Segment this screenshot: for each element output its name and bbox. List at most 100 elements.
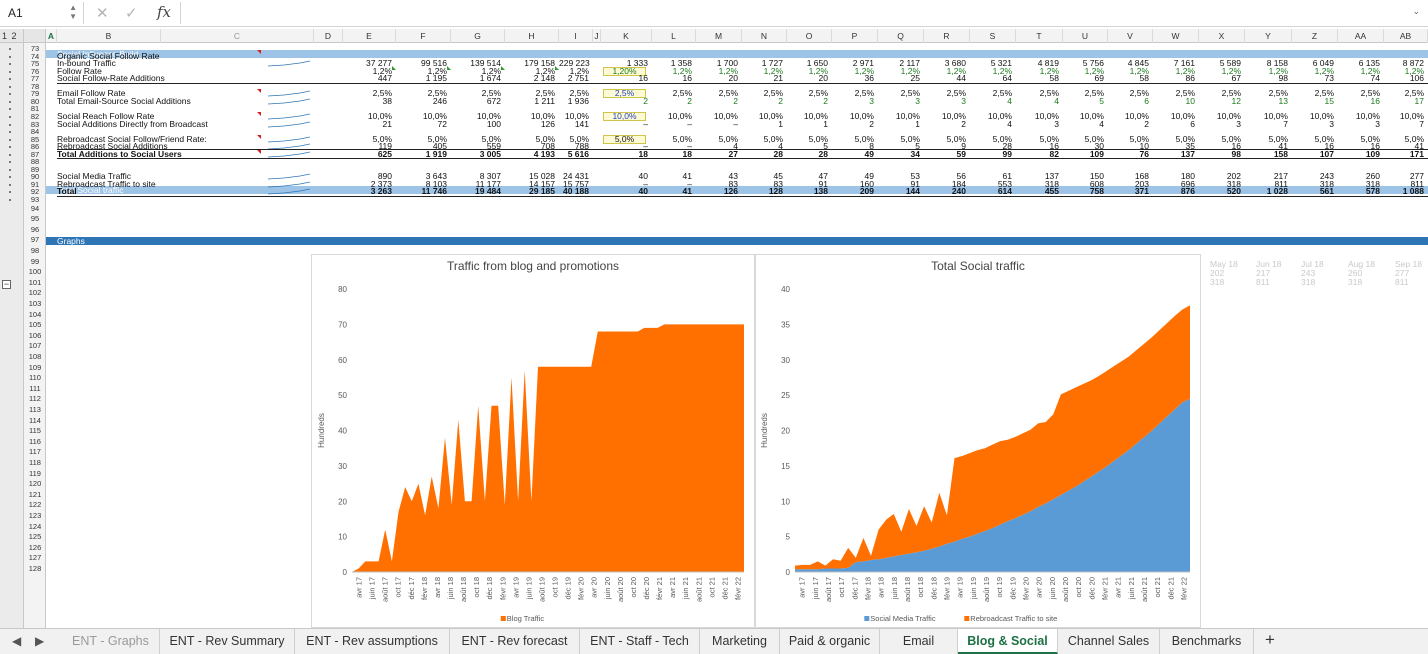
cell[interactable]: 10,0% [476,110,501,121]
row-header[interactable]: 74 [30,51,40,61]
cell[interactable]: 5,0% [1175,133,1195,144]
cell[interactable]: 2,5% [763,88,783,99]
cell[interactable]: 82 [1049,148,1059,159]
cell[interactable]: 76 [1139,148,1149,159]
cell[interactable]: 180 [1180,171,1195,182]
cell[interactable]: 5,0% [1084,133,1104,144]
cell[interactable]: 5,0% [372,133,392,144]
column-header-e[interactable]: E [343,29,396,43]
cancel-icon[interactable]: ✕ [96,5,109,22]
cell[interactable]: 1,2% [992,65,1012,76]
row-header[interactable]: 104 [28,309,42,319]
cell[interactable]: 1,2% [481,65,501,76]
column-header-f[interactable]: F [396,29,451,43]
row-header[interactable]: 123 [28,511,42,520]
cell[interactable]: 91 [818,178,828,189]
cell[interactable]: 696 [1180,178,1195,189]
cell[interactable]: 2,5% [672,88,692,99]
cell[interactable]: 2 [687,95,692,106]
cell[interactable]: 318 [1319,178,1334,189]
cell[interactable]: 1,2% [808,65,828,76]
cell[interactable]: 561 [1319,186,1334,197]
cell[interactable]: 2,5% [1039,88,1059,99]
table-row[interactable]: Email Follow Rate 2,5% 2,5% 2,5% 2,5% 2,5% 2,5… [46,88,1428,99]
cell[interactable]: 5,0% [1039,133,1059,144]
cell[interactable]: 7 [1419,118,1424,129]
table-row[interactable]: Total 3 263 11 746 19 484 29 185 40 188 40 41 12… [46,187,1428,196]
cell[interactable]: 318 [1226,178,1241,189]
cell[interactable]: 1,2% [900,65,920,76]
cell[interactable]: 30 [1094,141,1104,152]
cell[interactable]: 20 [728,73,738,84]
cell[interactable]: 2 [1144,118,1149,129]
cell[interactable]: 876 [1180,186,1195,197]
cell[interactable]: 10,0% [530,110,555,121]
cell[interactable]: 10,0% [603,112,646,121]
cell[interactable]: 1 936 [567,95,589,106]
cell[interactable]: 455 [1044,186,1059,197]
row-header[interactable]: 114 [29,415,41,425]
cell[interactable]: 67 [1231,73,1241,84]
row-header[interactable]: 106 [28,330,42,340]
row-header[interactable]: 89 [30,164,40,174]
cell[interactable]: 5 616 [567,148,589,159]
social-traffic-chart[interactable]: Total Social traffic 0 5 10 15 20 25 30 35 40 Hun… [755,254,1201,628]
cell[interactable]: 3 [1375,118,1380,129]
cell[interactable]: 2,5% [854,88,874,99]
cell[interactable]: 2,5% [900,88,920,99]
cell[interactable]: 608 [1089,178,1104,189]
formula-input[interactable] [180,2,1420,24]
cell[interactable]: 5 589 [1219,58,1241,69]
cell[interactable]: 10,0% [422,110,447,121]
cell[interactable]: 10,0% [1216,110,1241,121]
cell[interactable]: 8 307 [479,171,501,182]
cell[interactable]: 1 088 [1402,186,1424,197]
cell[interactable]: 15 028 [529,171,555,182]
sheet-tab[interactable]: Blog & Social [958,629,1058,654]
comment-indicator-icon[interactable] [257,149,261,154]
cell[interactable]: 2,5% [718,88,738,99]
row-header[interactable]: 115 [29,426,41,436]
cell[interactable]: 13 [1278,95,1288,106]
cell[interactable]: 5,0% [672,133,692,144]
series-area-1[interactable] [352,324,744,572]
row-header[interactable]: 95 [30,214,40,224]
cell[interactable]: 2,5% [427,88,447,99]
cell[interactable]: 16 [1324,141,1334,152]
cell[interactable]: 2 373 [370,178,392,189]
cell[interactable]: 150 [1089,171,1104,182]
cell[interactable]: 47 [818,171,828,182]
cell[interactable]: 2,5% [808,88,828,99]
cell[interactable]: 10,0% [1355,110,1380,121]
cell[interactable]: 1,2% [718,65,738,76]
row-header[interactable]: 113 [29,405,41,414]
row-header[interactable]: 86 [30,142,40,152]
cell[interactable]: 16 [638,73,648,84]
cell[interactable]: 10,0% [367,110,392,121]
cell[interactable]: 1 [915,118,920,129]
cell[interactable]: 98 [1278,73,1288,84]
column-header-v[interactable]: V [1108,29,1153,43]
sheet-tab[interactable]: ENT - Graphs [62,629,160,654]
table-row[interactable]: Follow Rate 1,2% 1,2% 1,2% 1,2% 1,2% 1,20% 1,2%… [46,65,1428,76]
cell[interactable]: 2,5% [1129,88,1149,99]
cell[interactable]: 58 [1139,73,1149,84]
cell[interactable]: 2 [869,118,874,129]
cell[interactable]: 1,2% [1039,65,1059,76]
cell[interactable]: 27 [728,148,738,159]
cell[interactable]: 41 [682,186,692,197]
row-header[interactable]: 127 [28,553,42,563]
column-header-ab[interactable]: AB [1384,29,1428,43]
cell[interactable]: 2 [823,95,828,106]
cell[interactable]: 5,0% [1404,133,1424,144]
table-row[interactable]: Social Media Traffic 890 3 643 8 307 15 028 2… [46,172,1428,181]
table-row[interactable]: Organic Social Follow Rate [46,51,1428,61]
row-header[interactable]: 85 [30,134,40,144]
cell[interactable]: 38 [382,95,392,106]
column-header-t[interactable]: T [1016,29,1063,43]
row-header[interactable]: 99 [30,256,40,266]
row-header[interactable]: 83 [30,119,40,129]
cell[interactable]: 28 [773,148,783,159]
cell[interactable]: 10,0% [895,110,920,121]
cell[interactable]: 318 [1365,178,1380,189]
